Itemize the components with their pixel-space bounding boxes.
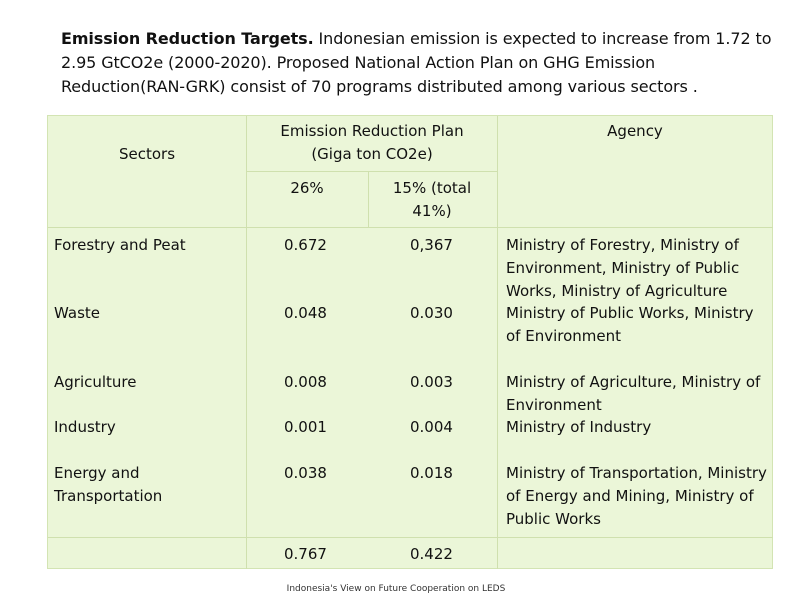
- sector-label: Agriculture: [54, 373, 137, 391]
- header-15: 15% (total 41%): [392, 179, 472, 220]
- value-26: 0.001: [284, 418, 327, 436]
- value-15: 0.004: [410, 418, 453, 436]
- sector-label: Waste: [54, 304, 100, 322]
- total-26: 0.767: [284, 545, 327, 563]
- value-26: 0.048: [284, 304, 327, 322]
- sector-label: Forestry and Peat: [54, 236, 186, 254]
- agency-text: Ministry of Public Works, Ministry of En…: [506, 304, 754, 345]
- header-26: 26%: [290, 179, 324, 197]
- intro-text: Indonesian emission is expected to incre…: [61, 29, 772, 96]
- footer-caption: Indonesia's View on Future Cooperation o…: [286, 584, 506, 594]
- header-sectors: Sectors: [118, 145, 176, 163]
- value-26: 0.672: [284, 236, 327, 254]
- row-divider: [48, 227, 773, 228]
- value-26: 0.008: [284, 373, 327, 391]
- col-divider: [368, 171, 369, 227]
- header-plan: Emission Reduction Plan (Giga ton CO2e): [280, 122, 464, 163]
- sector-label: Energy and Transportation: [54, 464, 163, 505]
- value-15: 0.030: [410, 304, 453, 322]
- row-divider: [246, 171, 497, 172]
- value-15: 0.018: [410, 464, 453, 482]
- emission-table: Sectors Emission Reduction Plan (Giga to…: [47, 115, 773, 569]
- intro-paragraph: Emission Reduction Targets. Indonesian e…: [61, 27, 776, 99]
- header-agency: Agency: [607, 122, 663, 140]
- sector-label: Industry: [54, 418, 116, 436]
- row-divider: [48, 537, 773, 538]
- col-divider: [246, 116, 247, 569]
- agency-text: Ministry of Industry: [506, 418, 652, 436]
- agency-text: Ministry of Transportation, Ministry of …: [506, 464, 767, 528]
- total-15: 0.422: [410, 545, 453, 563]
- col-divider: [497, 116, 498, 569]
- value-26: 0.038: [284, 464, 327, 482]
- value-15: 0,367: [410, 236, 453, 254]
- agency-text: Ministry of Forestry, Ministry of Enviro…: [506, 236, 740, 300]
- value-15: 0.003: [410, 373, 453, 391]
- intro-heading: Emission Reduction Targets.: [61, 29, 314, 48]
- agency-text: Ministry of Agriculture, Ministry of Env…: [506, 373, 761, 414]
